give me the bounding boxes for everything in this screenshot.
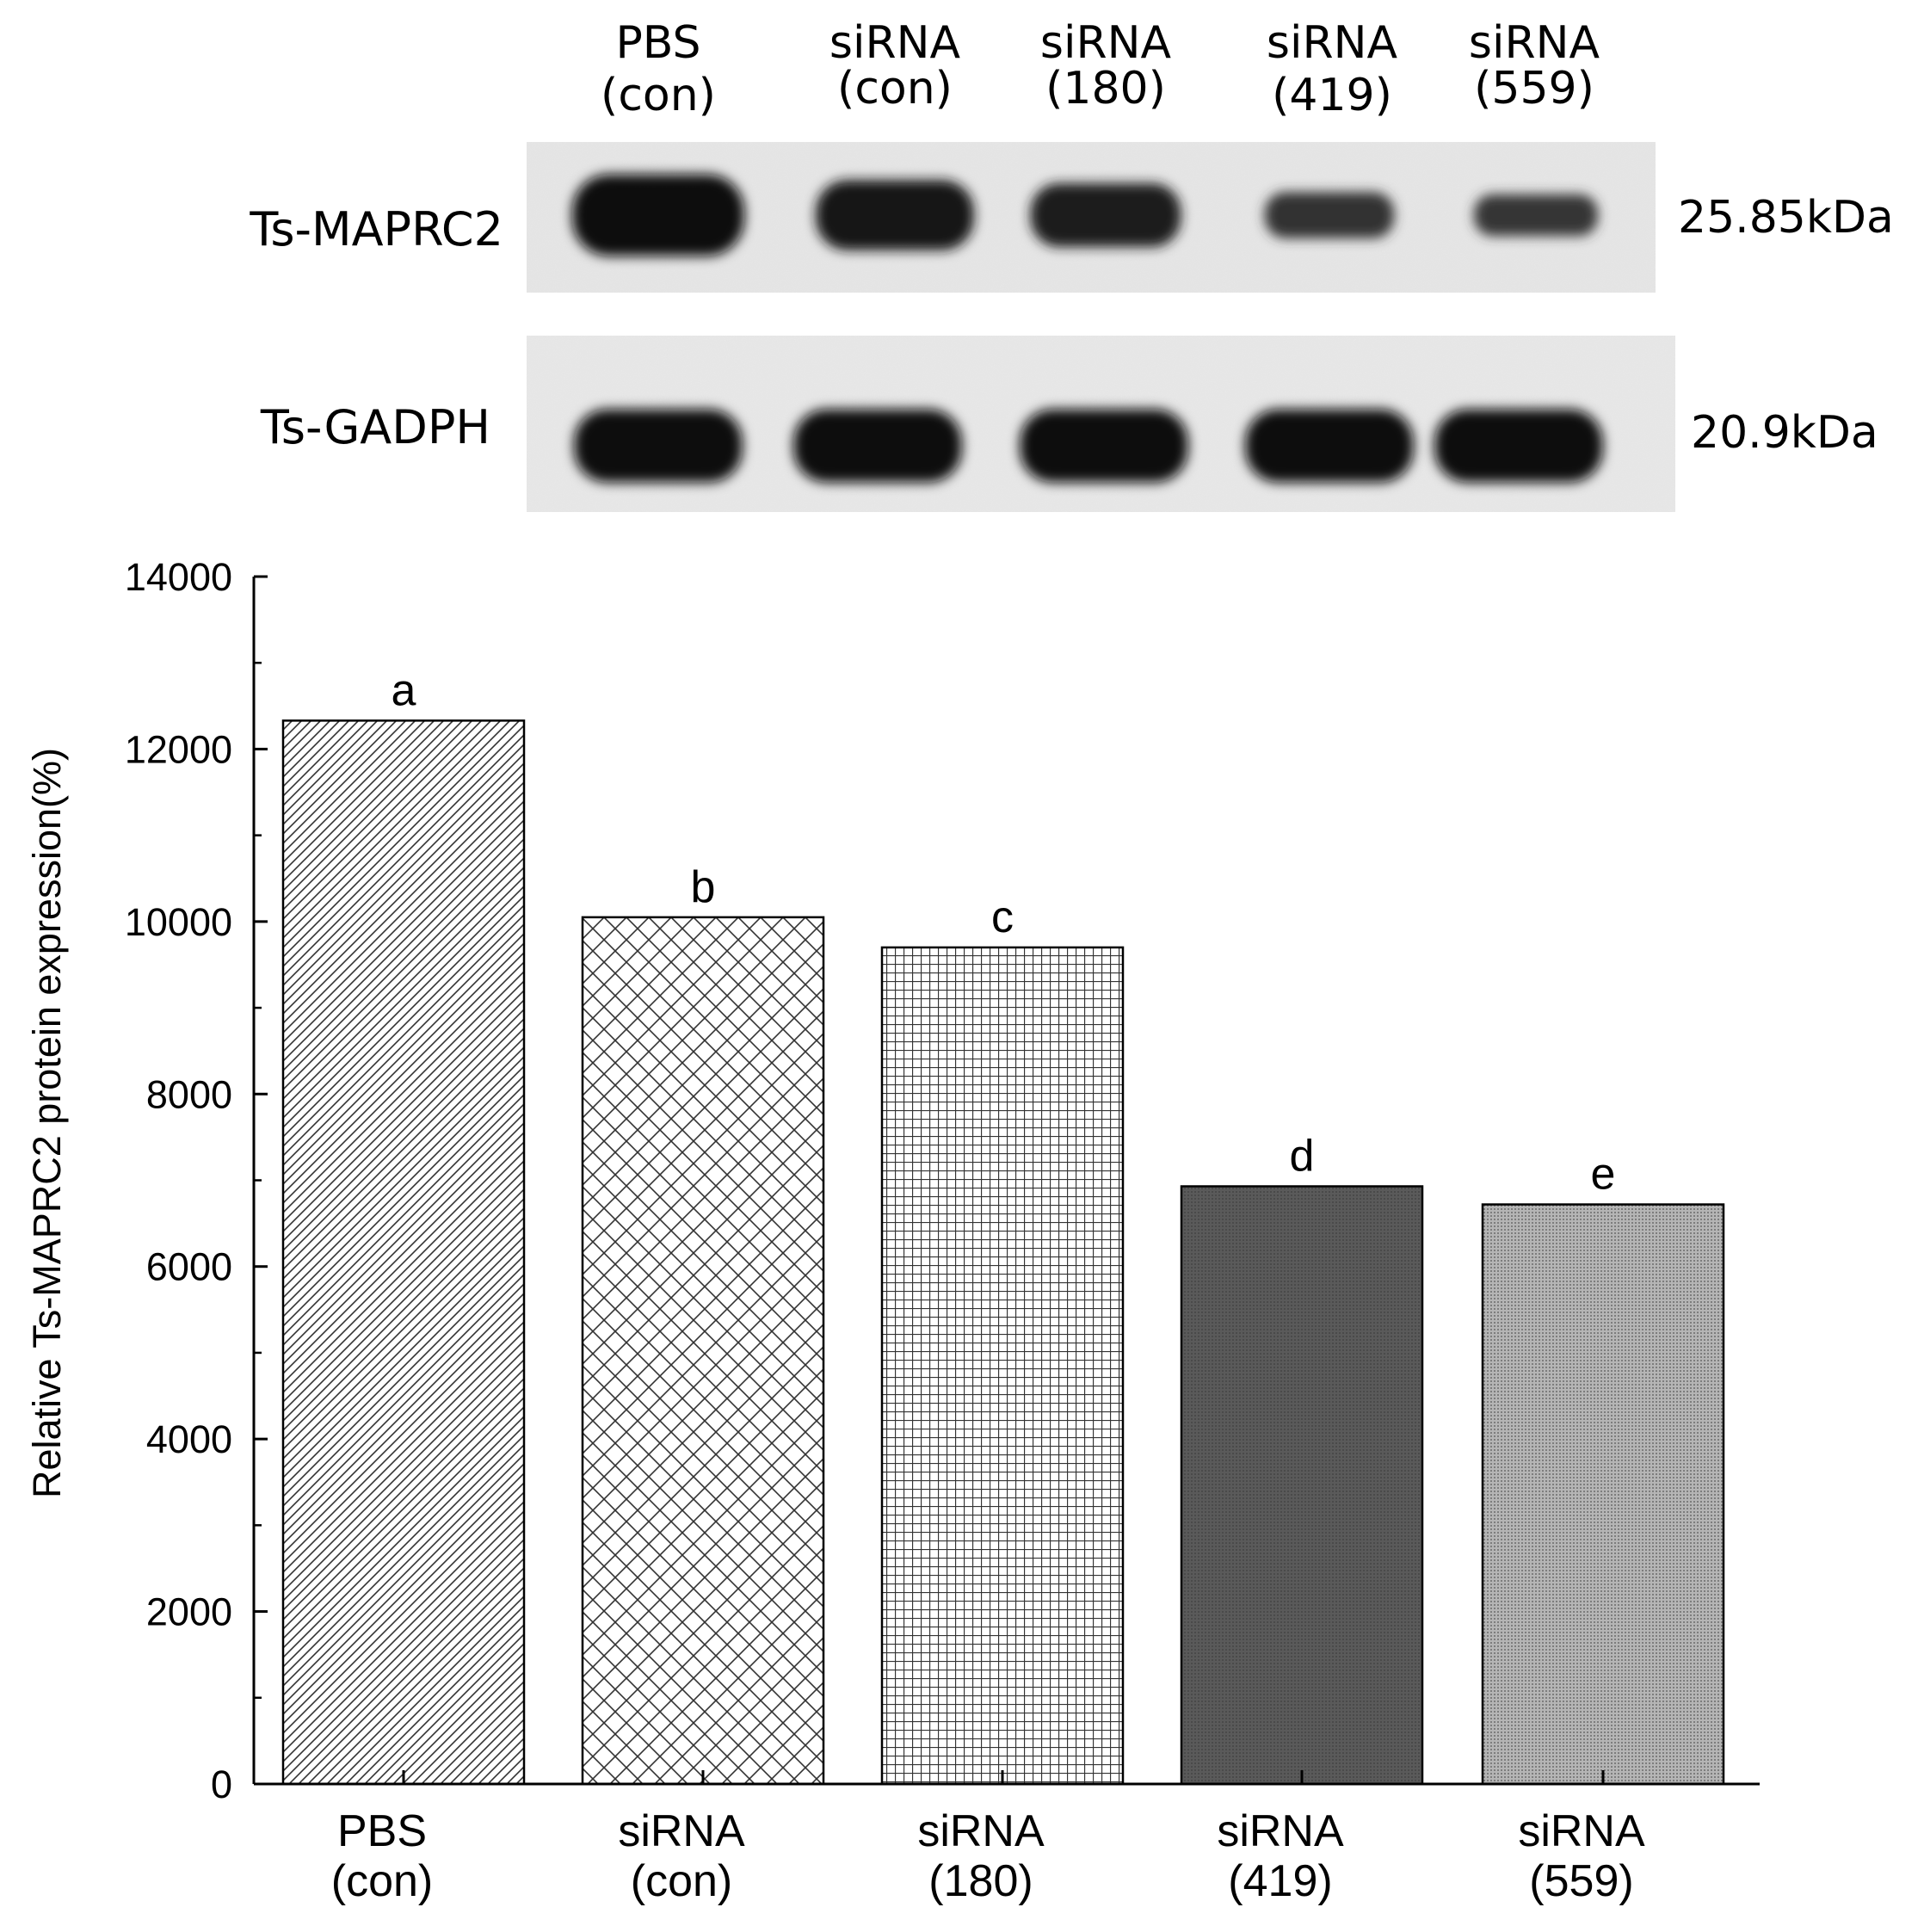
x-tick-label-4-line2: (419) <box>1228 1856 1332 1906</box>
x-tick-label-2-line1: siRNA <box>618 1806 745 1856</box>
y-axis-label: Relative Ts-MAPRC2 protein expression(%) <box>25 748 69 1498</box>
y-tick-label-12000: 12000 <box>125 727 232 771</box>
bar-3 <box>880 946 1125 1786</box>
lane-header-4-line1: siRNA <box>1267 17 1398 69</box>
blot-band-gadph-2 <box>793 409 962 483</box>
significance-letter-2: b <box>691 862 716 912</box>
western-blot: PBS (con) siRNA (con) siRNA (180) siRNA … <box>249 17 1894 512</box>
blot-row-label-maprc2: Ts-MAPRC2 <box>249 202 503 256</box>
blot-band-maprc2-4 <box>1264 192 1395 238</box>
lane-headers: PBS (con) siRNA (con) siRNA (180) siRNA … <box>601 17 1600 121</box>
significance-letter-4: d <box>1290 1132 1315 1182</box>
lane-header-1-line1: PBS <box>615 17 700 69</box>
lane-header-5-line1: siRNA <box>1469 17 1600 69</box>
y-tick-label-6000: 6000 <box>146 1245 232 1289</box>
lane-header-2-line1: siRNA <box>829 17 961 69</box>
lane-header-3-line2: (180) <box>1045 63 1166 114</box>
lane-header-3-line1: siRNA <box>1040 17 1172 69</box>
y-tick-label-14000: 14000 <box>125 555 232 599</box>
bar-1 <box>281 719 526 1786</box>
blot-band-gadph-1 <box>574 409 743 483</box>
blot-band-gadph-4 <box>1245 409 1414 483</box>
x-tick-label-4-line1: siRNA <box>1217 1806 1344 1856</box>
y-tick-label-4000: 4000 <box>146 1417 232 1461</box>
y-tick-label-2000: 2000 <box>146 1590 232 1634</box>
lane-header-1-line2: (con) <box>601 70 716 121</box>
x-tick-label-1-line2: (con) <box>331 1856 433 1906</box>
y-axis: 0 2000 4000 6000 8000 10000 12000 14000 <box>125 555 268 1806</box>
x-tick-label-2-line2: (con) <box>631 1856 732 1906</box>
x-axis: PBS(con)siRNA(con)siRNA(180)siRNA(419)si… <box>254 1770 1760 1906</box>
bars <box>281 719 1725 1786</box>
significance-letter-1: a <box>392 665 416 715</box>
bar-2 <box>581 916 825 1786</box>
significance-letters: a b c d e <box>392 665 1616 1199</box>
x-tick-label-5-line1: siRNA <box>1518 1806 1645 1856</box>
blot-band-maprc2-5 <box>1473 194 1599 237</box>
y-tick-label-0: 0 <box>211 1762 232 1806</box>
significance-letter-3: c <box>991 892 1014 942</box>
bar-5 <box>1481 1203 1725 1786</box>
x-tick-label-1-line1: PBS <box>337 1806 427 1856</box>
x-tick-label-3-line2: (180) <box>928 1856 1033 1906</box>
blot-band-maprc2-3 <box>1030 183 1181 247</box>
significance-letter-5: e <box>1591 1150 1616 1200</box>
blot-row-label-gadph: Ts-GADPH <box>260 400 490 454</box>
blot-band-gadph-5 <box>1434 409 1603 483</box>
blot-band-maprc2-1 <box>572 174 744 256</box>
blot-size-gadph: 20.9kDa <box>1691 407 1878 459</box>
x-tick-label-3-line1: siRNA <box>917 1806 1045 1856</box>
bands-maprc2 <box>572 174 1599 256</box>
lane-header-5-line2: (559) <box>1474 63 1594 114</box>
bar-chart: a b c d e 0 2000 4000 6000 8000 10000 12000 14000 P… <box>25 555 1760 1906</box>
blot-band-maprc2-2 <box>816 180 974 250</box>
bands-gadph <box>574 409 1603 483</box>
y-tick-label-10000: 10000 <box>125 900 232 944</box>
bar-4 <box>1180 1185 1424 1786</box>
lane-header-4-line2: (419) <box>1272 70 1392 121</box>
lane-header-2-line2: (con) <box>837 63 953 114</box>
blot-band-gadph-3 <box>1020 409 1188 483</box>
x-tick-label-5-line2: (559) <box>1529 1856 1633 1906</box>
blot-size-maprc2: 25.85kDa <box>1678 192 1894 244</box>
y-tick-label-8000: 8000 <box>146 1072 232 1116</box>
